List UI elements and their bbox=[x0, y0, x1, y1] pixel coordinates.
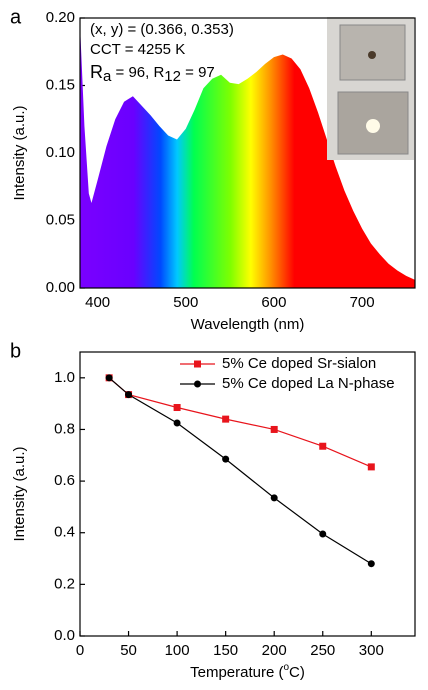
panel-label: a bbox=[10, 6, 22, 28]
x-tick-label: 50 bbox=[120, 642, 137, 659]
marker bbox=[173, 419, 181, 427]
annotation-part: a bbox=[103, 68, 112, 85]
x-tick-label: 200 bbox=[262, 642, 287, 659]
y-tick-label: 0.4 bbox=[54, 524, 75, 541]
y-tick-label: 0.00 bbox=[46, 279, 75, 296]
inset-photo bbox=[327, 17, 414, 160]
annotation-part: 12 bbox=[164, 68, 181, 85]
marker bbox=[222, 455, 230, 463]
spectrum-area bbox=[80, 24, 415, 288]
x-axis-label-part: Temperature ( bbox=[190, 664, 283, 681]
annotation: Ra = 96, R12 = 97 bbox=[90, 62, 215, 85]
annotation-part: R bbox=[90, 62, 103, 82]
x-tick-label: 150 bbox=[213, 642, 238, 659]
marker bbox=[270, 494, 278, 502]
annotation-part: = 96, R bbox=[111, 64, 164, 81]
annotation: CCT = 4255 K bbox=[90, 41, 185, 58]
y-axis-label: Intensity (a.u.) bbox=[11, 446, 28, 541]
y-axis-label: Intensity (a.u.) bbox=[11, 105, 28, 200]
x-tick-label: 400 bbox=[85, 294, 110, 311]
annotation-part: = 97 bbox=[181, 64, 215, 81]
y-tick-label: 0.2 bbox=[54, 575, 75, 592]
plot-frame bbox=[79, 351, 416, 637]
x-axis-label-part: o bbox=[283, 662, 289, 673]
y-tick-label: 0.05 bbox=[46, 211, 75, 228]
marker bbox=[367, 560, 375, 568]
y-tick-label: 1.0 bbox=[54, 369, 75, 386]
panel-label: b bbox=[10, 340, 21, 362]
marker bbox=[319, 530, 327, 538]
y-tick-label: 0.15 bbox=[46, 76, 75, 93]
plot-frame bbox=[79, 17, 416, 289]
marker bbox=[270, 425, 278, 433]
marker bbox=[105, 374, 113, 382]
x-tick-label: 600 bbox=[261, 294, 286, 311]
series-line bbox=[108, 377, 372, 565]
y-tick-label: 0.0 bbox=[54, 627, 75, 644]
x-tick-label: 500 bbox=[173, 294, 198, 311]
marker bbox=[125, 391, 133, 399]
y-tick-label: 0.8 bbox=[54, 420, 75, 437]
marker bbox=[319, 442, 327, 450]
x-tick-label: 700 bbox=[350, 294, 375, 311]
x-tick-label: 300 bbox=[359, 642, 384, 659]
y-tick-label: 0.20 bbox=[46, 9, 75, 26]
legend-label: 5% Ce doped Sr-sialon bbox=[222, 355, 376, 372]
marker bbox=[222, 415, 230, 423]
x-tick-label: 0 bbox=[76, 642, 84, 659]
x-tick-label: 100 bbox=[165, 642, 190, 659]
x-axis-label: Temperature (oC) bbox=[190, 662, 305, 681]
legend-label: 5% Ce doped La N-phase bbox=[222, 375, 395, 392]
annotation: (x, y) = (0.366, 0.353) bbox=[90, 21, 234, 38]
x-axis-label-part: C) bbox=[289, 664, 305, 681]
marker bbox=[173, 404, 181, 412]
marker bbox=[367, 463, 375, 471]
y-tick-label: 0.6 bbox=[54, 472, 75, 489]
x-tick-label: 250 bbox=[310, 642, 335, 659]
x-axis-label: Wavelength (nm) bbox=[191, 316, 305, 333]
legend-marker bbox=[194, 380, 201, 388]
y-tick-label: 0.10 bbox=[46, 144, 75, 161]
legend-marker bbox=[194, 360, 201, 368]
